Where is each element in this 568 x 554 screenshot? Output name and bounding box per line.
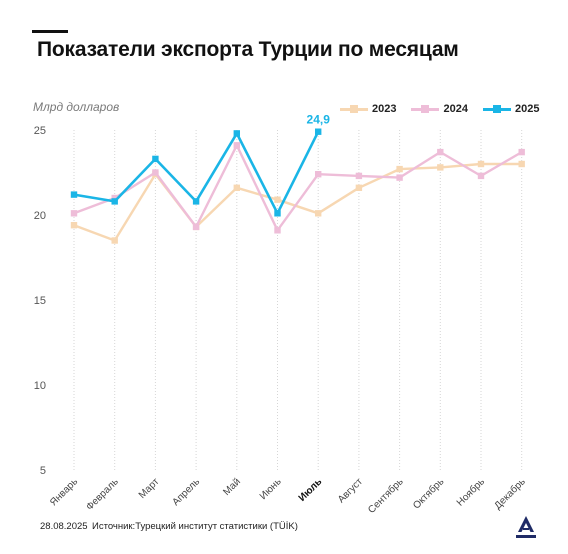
y-axis-unit-label: Млрд долларов [33,100,120,114]
data-point-2025 [274,210,281,217]
source-note: Источник:Турецкий институт статистики (T… [92,521,298,532]
data-point-2024 [396,174,403,181]
legend-item-2023: 2023 [340,103,396,115]
x-tick-label: Июль [297,476,325,504]
data-point-2023 [70,222,78,229]
x-tick-label: Февраль [84,476,121,513]
legend-label-2025: 2025 [514,103,540,115]
legend-swatch-2023 [340,104,368,113]
legend-label-2023: 2023 [372,103,397,115]
data-point-2025 [192,198,200,205]
data-point-2024 [518,148,525,156]
data-point-2024 [233,142,240,149]
y-tick-label: 15 [34,295,46,307]
legend-item-2025: 2025 [482,103,540,115]
data-point-2024 [437,148,444,156]
y-tick-label: 20 [34,210,46,222]
y-tick-label: 10 [34,380,46,392]
data-point-2023 [111,237,118,244]
y-tick-label: 5 [40,465,46,477]
data-point-2024 [192,223,200,231]
legend-swatch-2024 [411,104,440,113]
data-point-2023 [518,160,525,168]
data-point-2025 [70,191,78,198]
data-point-2024 [70,210,78,217]
data-point-2023 [477,160,485,168]
data-point-2023 [396,165,403,173]
x-tick-label: Декабрь [492,476,528,512]
x-tick-label: Июнь [258,476,284,502]
x-tick-label: Ноябрь [454,476,487,509]
series-line-2024 [73,144,523,232]
y-tick-label: 25 [34,125,46,137]
x-tick-label: Октябрь [411,476,447,512]
chart-legend: 2023 2024 2025 [340,103,539,115]
series-line-2023 [73,162,522,242]
data-point-2024 [152,169,159,176]
x-tick-label: Сентябрь [366,476,406,516]
aa-logo-icon [516,516,536,538]
legend-item-2024: 2024 [411,103,468,115]
x-tick-label: Май [221,476,243,498]
x-tick-label: Март [137,476,162,501]
data-point-2025 [315,128,322,135]
data-point-2025 [152,155,159,163]
data-point-2024 [355,172,363,180]
data-point-2024 [477,172,485,180]
data-point-2023 [437,164,444,171]
data-point-2023 [355,184,363,191]
data-point-2024 [111,194,118,202]
x-tick-label: Август [336,476,365,505]
publication-date: 28.08.2025 [40,521,88,532]
data-point-2025 [233,130,240,137]
chart-title: Показатели экспорта Турции по месяцам [37,38,459,61]
data-label: 24,9 [307,113,331,127]
legend-label-2024: 2024 [443,103,468,115]
legend-swatch-2025 [482,104,511,113]
data-point-2023 [233,184,240,191]
data-point-2023 [274,196,281,203]
x-tick-label: Январь [48,476,80,508]
data-point-2024 [315,171,322,178]
data-point-2023 [315,210,322,217]
data-point-2025 [111,198,118,205]
title-accent-rule [32,30,68,33]
data-point-2024 [274,227,281,234]
x-tick-label: Апрель [170,476,202,508]
